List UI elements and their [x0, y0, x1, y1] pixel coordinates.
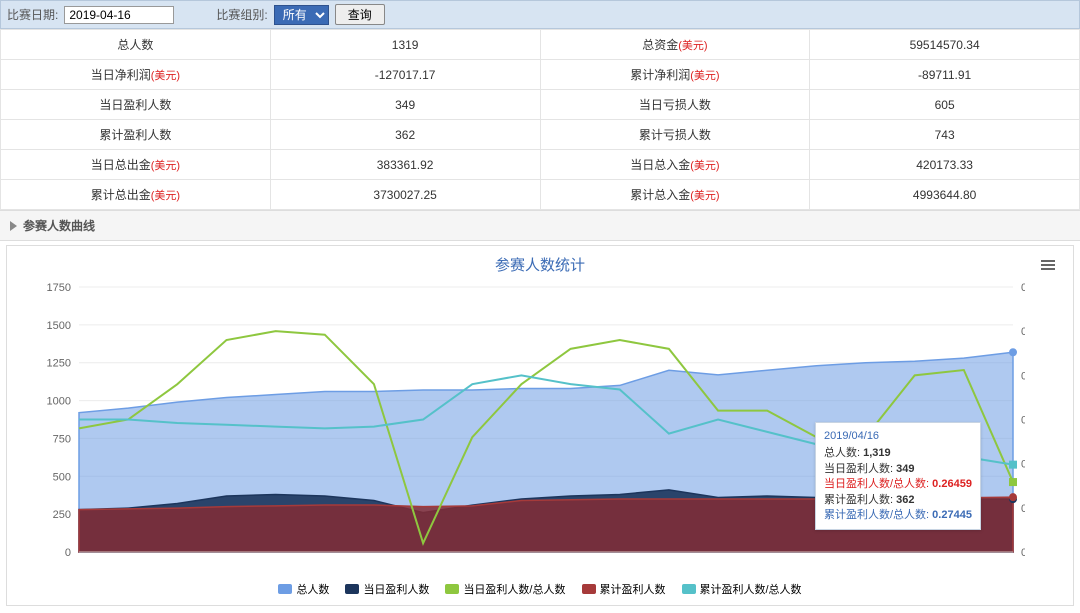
svg-text:0.275: 0.275 — [1021, 459, 1025, 471]
chart-container: 参赛人数统计 0 250 500 750 1000 1250 1500 1750 0.225 0.… — [6, 245, 1074, 606]
stat-val: -89711.91 — [810, 60, 1080, 90]
svg-text:1000: 1000 — [47, 396, 71, 408]
stat-val: 349 — [270, 90, 540, 120]
stat-key: 累计净利润(美元) — [540, 60, 810, 90]
stat-key: 累计盈利人数 — [1, 120, 271, 150]
svg-text:0.325: 0.325 — [1021, 370, 1025, 382]
stat-val: 3730027.25 — [270, 180, 540, 210]
table-row: 当日总出金(美元)383361.92当日总入金(美元)420173.33 — [1, 150, 1080, 180]
svg-text:500: 500 — [53, 471, 71, 483]
stat-val: 383361.92 — [270, 150, 540, 180]
svg-text:1750: 1750 — [47, 282, 71, 294]
svg-text:0.3: 0.3 — [1021, 415, 1025, 427]
collapse-icon[interactable] — [10, 221, 17, 231]
svg-text:0.35: 0.35 — [1021, 326, 1025, 338]
stat-key: 总资金(美元) — [540, 30, 810, 60]
legend-item[interactable]: 当日盈利人数 — [345, 581, 429, 597]
filter-bar: 比赛日期: 比赛组别: 所有 查询 — [0, 0, 1080, 29]
stat-key: 累计亏损人数 — [540, 120, 810, 150]
stat-key: 当日净利润(美元) — [1, 60, 271, 90]
table-row: 总人数1319总资金(美元)59514570.34 — [1, 30, 1080, 60]
stat-key: 当日盈利人数 — [1, 90, 271, 120]
stat-val: 743 — [810, 120, 1080, 150]
svg-text:250: 250 — [53, 509, 71, 521]
stat-val: 420173.33 — [810, 150, 1080, 180]
stat-key: 累计总入金(美元) — [540, 180, 810, 210]
svg-text:0.25: 0.25 — [1021, 503, 1025, 515]
legend-item[interactable]: 累计盈利人数 — [582, 581, 666, 597]
group-select[interactable]: 所有 — [274, 5, 329, 25]
stat-val: 59514570.34 — [810, 30, 1080, 60]
legend-item[interactable]: 累计盈利人数/总人数 — [682, 581, 802, 597]
table-row: 当日净利润(美元)-127017.17累计净利润(美元)-89711.91 — [1, 60, 1080, 90]
date-label: 比赛日期: — [7, 6, 58, 23]
stat-val: -127017.17 — [270, 60, 540, 90]
chart-menu-icon[interactable] — [1041, 258, 1055, 272]
stat-key: 累计总出金(美元) — [1, 180, 271, 210]
section-title: 参赛人数曲线 — [23, 217, 95, 234]
svg-text:750: 750 — [53, 433, 71, 445]
table-row: 累计总出金(美元)3730027.25累计总入金(美元)4993644.80 — [1, 180, 1080, 210]
stat-val: 4993644.80 — [810, 180, 1080, 210]
svg-text:0.375: 0.375 — [1021, 282, 1025, 294]
stats-table: 总人数1319总资金(美元)59514570.34当日净利润(美元)-12701… — [0, 29, 1080, 210]
stat-key: 总人数 — [1, 30, 271, 60]
date-input[interactable] — [64, 6, 174, 24]
svg-text:1250: 1250 — [47, 358, 71, 370]
svg-text:0: 0 — [65, 547, 71, 559]
svg-text:0.225: 0.225 — [1021, 547, 1025, 559]
stat-key: 当日亏损人数 — [540, 90, 810, 120]
chart-legend: 总人数当日盈利人数当日盈利人数/总人数 累计盈利人数累计盈利人数/总人数 — [15, 577, 1065, 601]
stat-val: 1319 — [270, 30, 540, 60]
section-header: 参赛人数曲线 — [0, 210, 1080, 241]
group-label: 比赛组别: — [216, 6, 267, 23]
table-row: 累计盈利人数362累计亏损人数743 — [1, 120, 1080, 150]
stat-key: 当日总入金(美元) — [540, 150, 810, 180]
table-row: 当日盈利人数349当日亏损人数605 — [1, 90, 1080, 120]
stat-val: 362 — [270, 120, 540, 150]
chart-tooltip: 2019/04/16总人数: 1,319当日盈利人数: 349当日盈利人数/总人… — [815, 422, 981, 530]
stat-key: 当日总出金(美元) — [1, 150, 271, 180]
legend-item[interactable]: 当日盈利人数/总人数 — [445, 581, 565, 597]
chart-title: 参赛人数统计 — [15, 250, 1065, 277]
stat-val: 605 — [810, 90, 1080, 120]
svg-text:1500: 1500 — [47, 320, 71, 332]
query-button[interactable]: 查询 — [335, 4, 385, 25]
legend-item[interactable]: 总人数 — [278, 581, 329, 597]
